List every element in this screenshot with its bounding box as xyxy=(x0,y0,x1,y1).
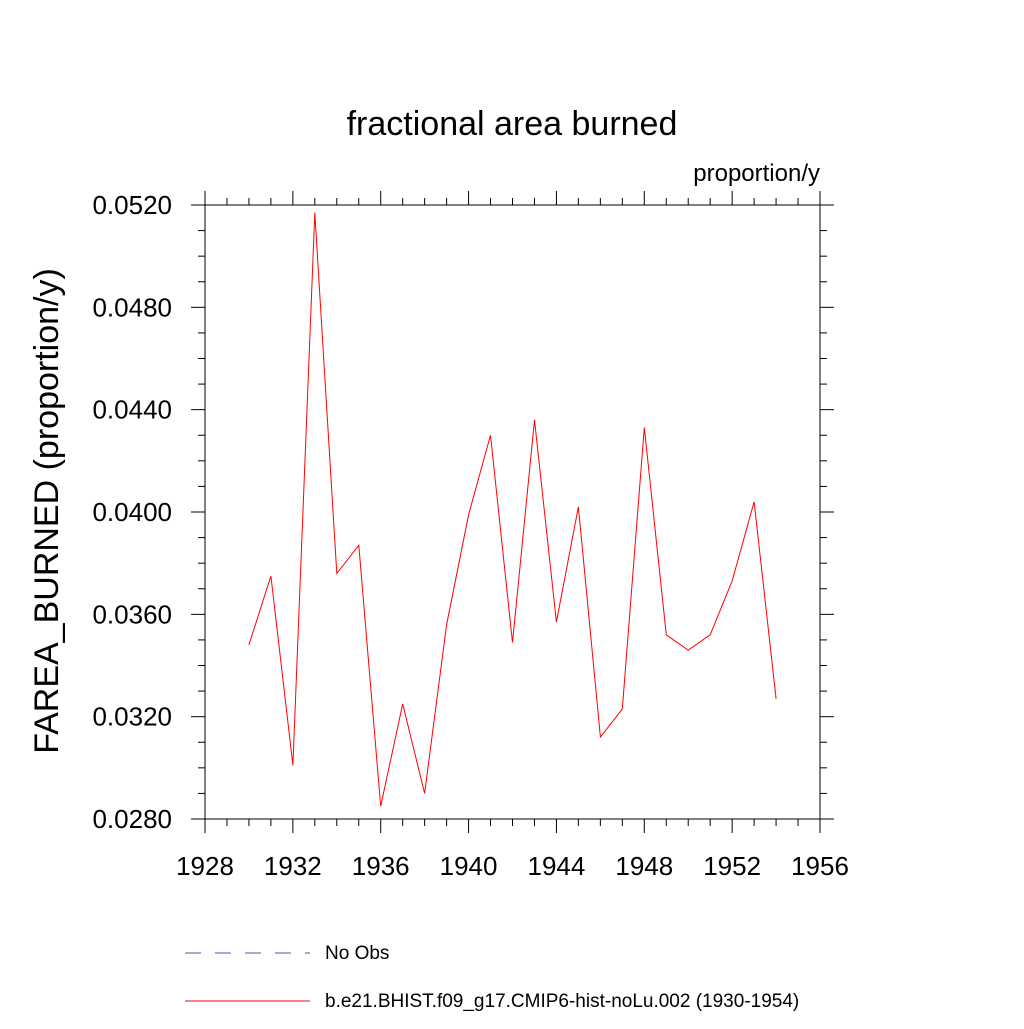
axis-ticks xyxy=(191,191,834,833)
x-tick-label: 1928 xyxy=(176,851,234,881)
chart-title: fractional area burned xyxy=(347,105,678,143)
y-axis-label: FAREA_BURNED (proportion/y) xyxy=(28,268,66,754)
x-tick-label: 1952 xyxy=(703,851,761,881)
tick-labels: 1928 1932 1936 1940 1944 1948 1952 1956 0.0280 0.… xyxy=(92,190,848,881)
legend-label-no-obs: No Obs xyxy=(325,943,389,964)
series-layer xyxy=(248,212,777,807)
y-tick-label: 0.0320 xyxy=(92,702,172,732)
x-tick-label: 1948 xyxy=(615,851,673,881)
series-line xyxy=(248,212,777,807)
x-tick-label: 1936 xyxy=(352,851,410,881)
chart-subtitle: proportion/y xyxy=(693,160,820,187)
x-tick-label: 1956 xyxy=(791,851,849,881)
y-tick-label: 0.0360 xyxy=(92,599,172,629)
x-tick-label: 1944 xyxy=(528,851,586,881)
legend: No Obs b.e21.BHIST.f09_g17.CMIP6-hist-no… xyxy=(185,943,799,1012)
y-tick-label: 0.0440 xyxy=(92,395,172,425)
legend-item-no-obs: No Obs xyxy=(185,943,389,964)
x-tick-label: 1940 xyxy=(440,851,498,881)
y-tick-label: 0.0520 xyxy=(92,190,172,220)
plot-frame xyxy=(204,204,821,820)
y-tick-label: 0.0480 xyxy=(92,292,172,322)
legend-label-model-run: b.e21.BHIST.f09_g17.CMIP6-hist-noLu.002 … xyxy=(325,991,799,1012)
x-tick-label: 1932 xyxy=(264,851,322,881)
y-tick-label: 0.0400 xyxy=(92,497,172,527)
legend-item-model-run: b.e21.BHIST.f09_g17.CMIP6-hist-noLu.002 … xyxy=(185,991,799,1012)
y-tick-label: 0.0280 xyxy=(92,804,172,834)
